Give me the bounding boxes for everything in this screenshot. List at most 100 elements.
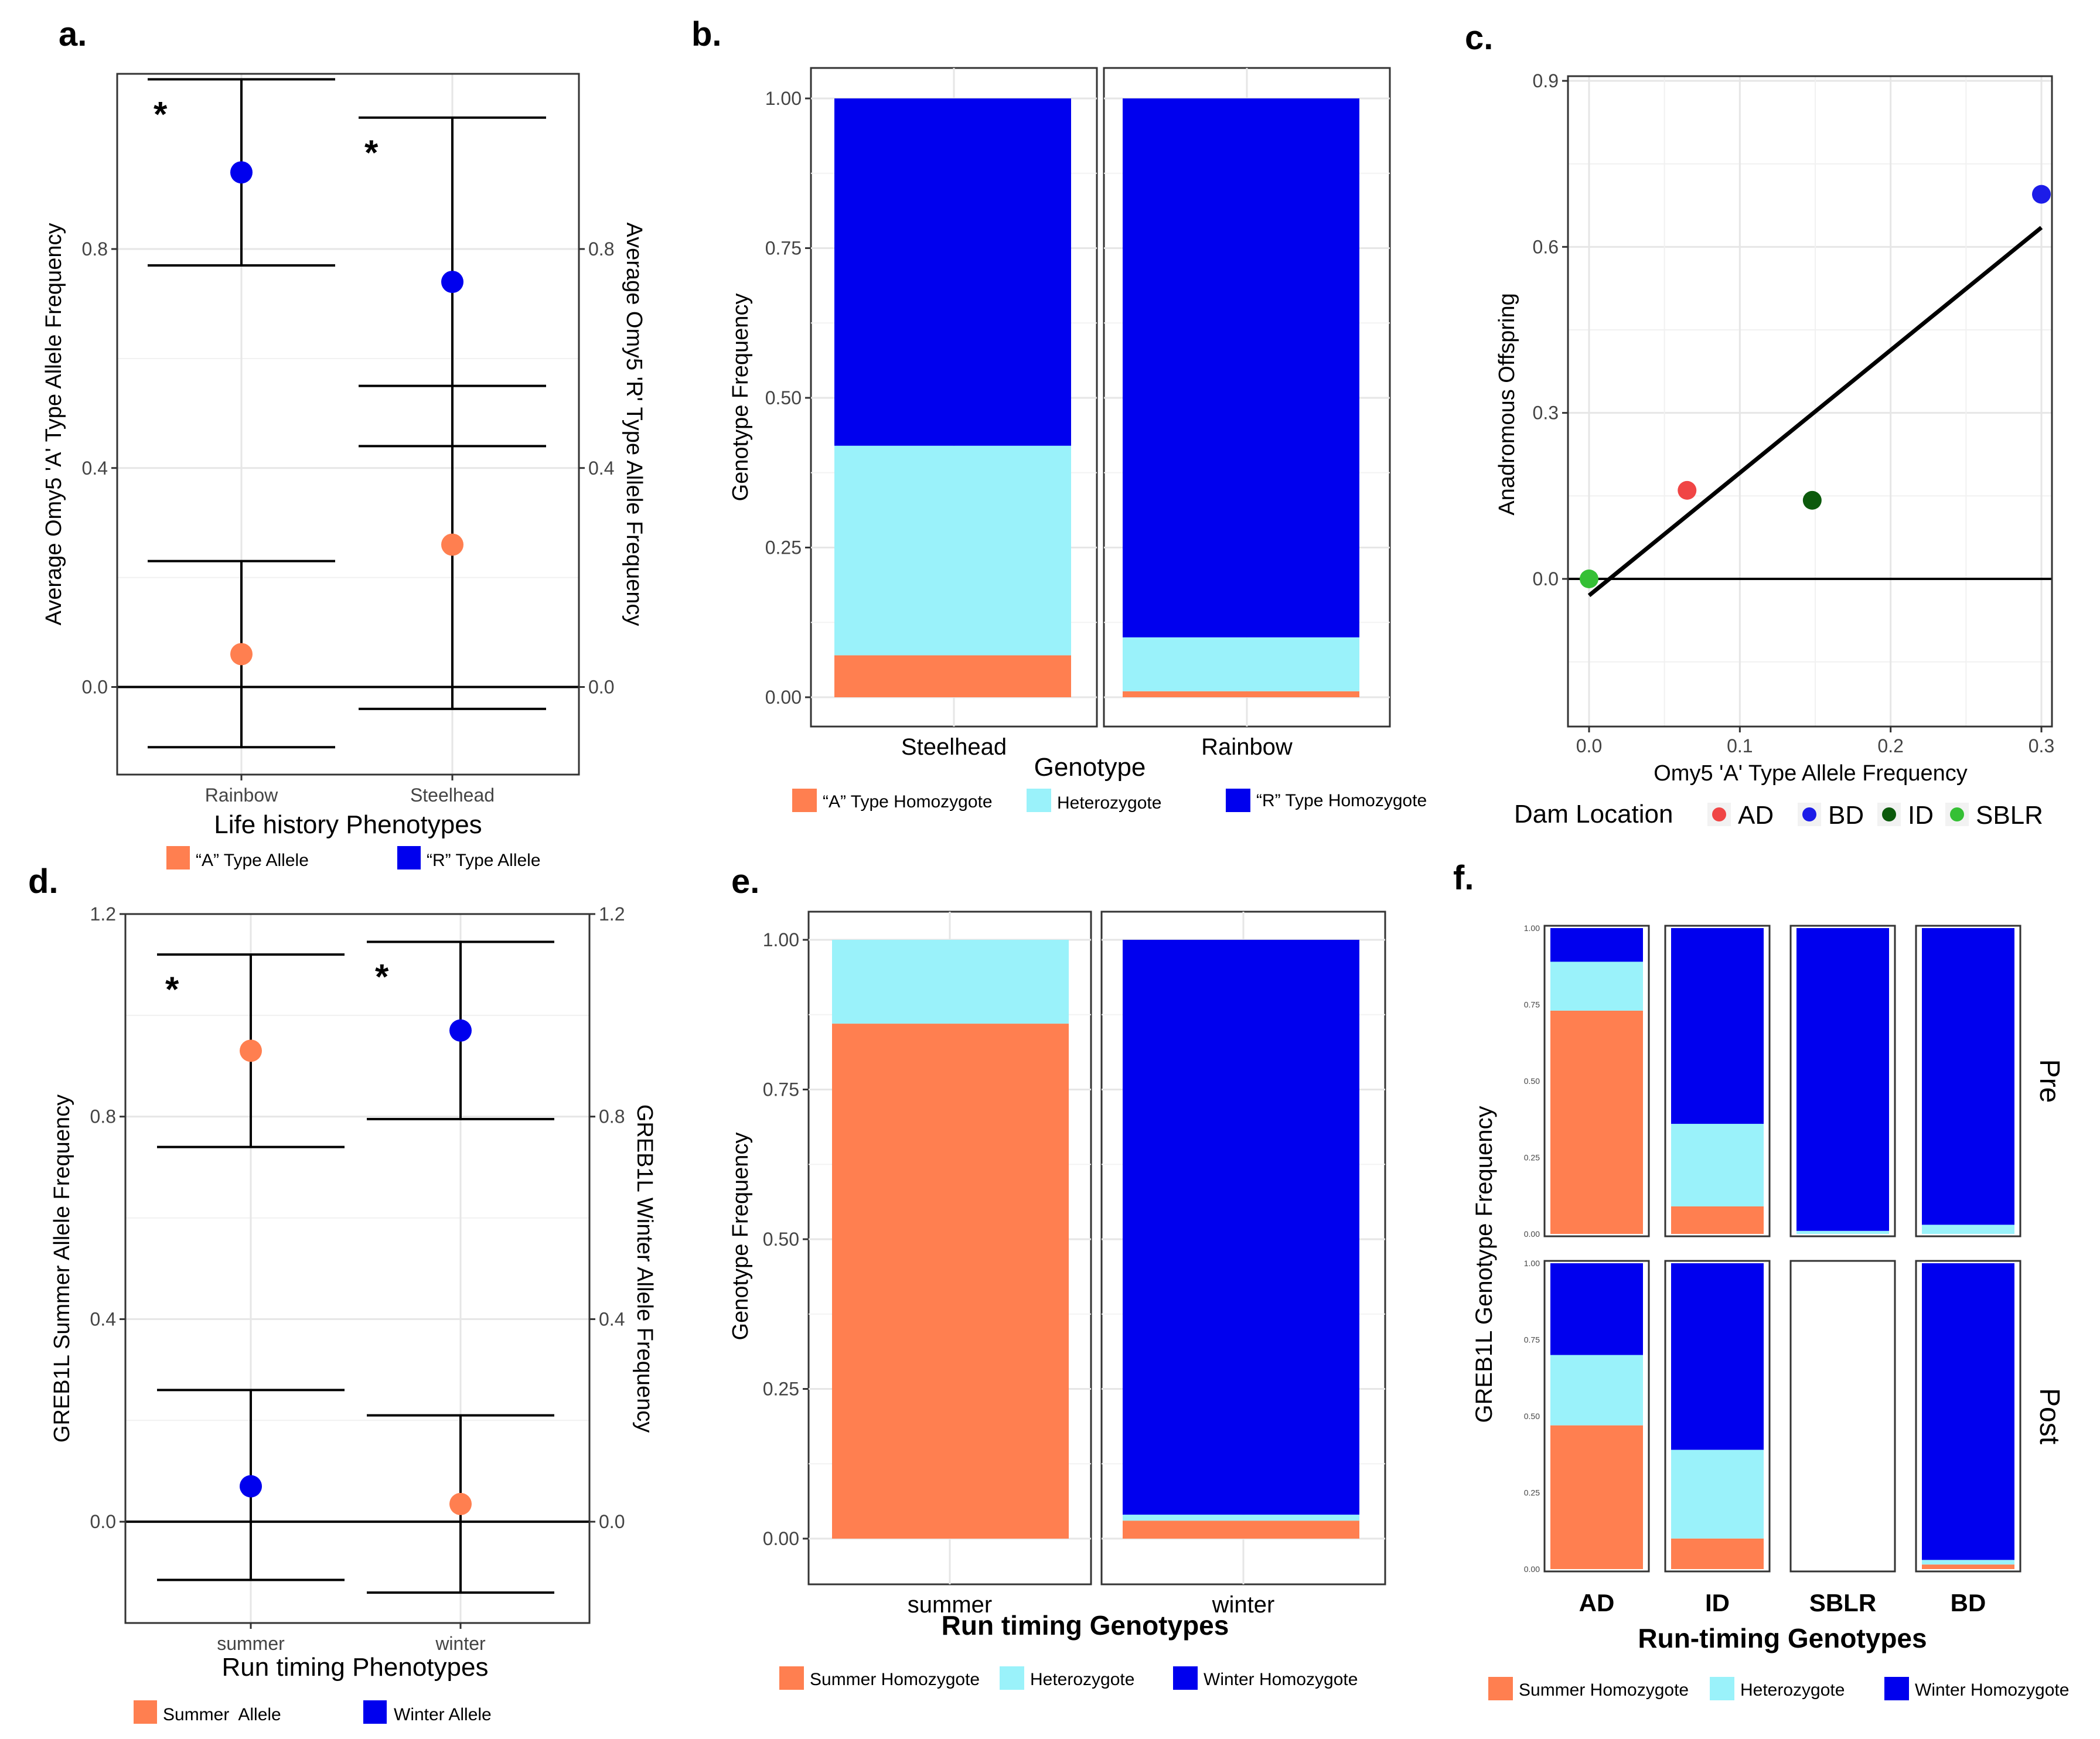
b-facet-label: Steelhead — [901, 734, 1007, 760]
f-ytick-label: 0.50 — [1524, 1076, 1540, 1086]
e-ytick-label: 0.25 — [763, 1379, 799, 1400]
legend-c-label-SBLR: SBLR — [1976, 801, 2043, 830]
a-point-atypeallele — [441, 533, 463, 556]
a-ytick-label-left: 0.4 — [82, 458, 108, 479]
f-bar-winter — [1671, 928, 1764, 1124]
panel-label-d: d. — [28, 862, 59, 901]
d-ytick-label-right: 1.2 — [599, 903, 625, 925]
d-point-winterallele — [240, 1475, 262, 1498]
panel-b-facets: Steelhead Rainbow — [810, 67, 1391, 760]
e-bar-summer-summerhomozygote — [832, 1024, 1069, 1539]
a-point-rtypeallele — [441, 271, 463, 294]
legend-b-swatch-2 — [1226, 789, 1250, 812]
c-fit-line — [1587, 226, 2043, 598]
d-point-winterallele — [449, 1019, 472, 1042]
panel-c-frame — [1567, 75, 2053, 728]
panel-d-xlabel: Run timing Phenotypes — [222, 1653, 489, 1682]
b-ytick-label: 0.25 — [765, 537, 802, 558]
b-bar-steelhead-atypehomozygote — [834, 655, 1071, 697]
f-bar-het — [1922, 1225, 2014, 1234]
f-bar-winter — [1671, 1263, 1764, 1450]
c-point-sblr — [1580, 570, 1598, 588]
f-cell-frame — [1789, 1260, 1896, 1573]
legend-a-label-R: “R” Type Allele — [427, 851, 541, 870]
legend-c-label-ID: ID — [1908, 801, 1934, 830]
f-row-label-pre: Pre — [2034, 1059, 2065, 1103]
panel-a-frame — [116, 73, 580, 776]
f-ytick-label: 1.00 — [1524, 923, 1540, 933]
panel-d-marks: * * — [125, 940, 589, 1594]
c-ytick-label: 0.0 — [1533, 568, 1559, 589]
panel-c-marks — [1568, 185, 2052, 598]
f-bar-winter — [1922, 1263, 2014, 1560]
b-ytick-label: 0.00 — [765, 687, 802, 708]
f-cell-post-ad — [1543, 1260, 1650, 1573]
d-xtick-label: winter — [435, 1633, 486, 1654]
legend-b-label-1: Heterozygote — [1057, 793, 1161, 813]
e-ytick-label: 1.00 — [763, 929, 799, 950]
panel-a-ylabel-left: Average Omy5 'A' Type Allele Frequency — [42, 223, 66, 626]
panel-label-e: e. — [731, 862, 759, 901]
panel-d-ylabel-right: GREB1L Winter Allele Frequency — [632, 1104, 657, 1433]
legend-e-label-0: Summer Homozygote — [810, 1670, 980, 1689]
f-cell-post-bd — [1915, 1260, 2021, 1573]
a-xtick-label: Rainbow — [205, 785, 278, 806]
panel-c-legend: Dam Location AD BD ID SBLR — [1514, 800, 2043, 830]
legend-f-label-2: Winter Homozygote — [1915, 1680, 2069, 1700]
f-bar-winter — [1922, 928, 2014, 1225]
legend-c-dot-BD — [1802, 807, 1816, 821]
f-bar-winter — [1550, 928, 1643, 962]
f-ytick-label: 1.00 — [1524, 1259, 1540, 1268]
f-cell-pre-bd — [1915, 925, 2021, 1237]
legend-d-swatch-summer — [134, 1700, 157, 1724]
legend-e-swatch-0 — [779, 1666, 804, 1690]
panel-e-xlabel: Run timing Genotypes — [942, 1610, 1229, 1641]
f-ytick-label: 0.25 — [1524, 1488, 1540, 1498]
f-bar-summer — [1550, 1425, 1643, 1569]
panel-a-marks: ** — [117, 78, 579, 749]
a-point-rtypeallele — [230, 161, 253, 184]
panel-c: 0.0 0.3 0.6 0.9 0.0 0.1 0.2 0.3 Anadromous Off… — [1495, 70, 2054, 830]
f-bar-het — [1550, 1355, 1643, 1426]
c-ytick-label: 0.3 — [1533, 403, 1559, 424]
panel-f: 0.00 0.25 0.50 0.75 1.00 0.00 0.25 0.50 0.75 1.00… — [1471, 923, 2069, 1700]
c-ytick-label: 0.9 — [1533, 70, 1559, 91]
legend-f-swatch-2 — [1884, 1677, 1909, 1700]
d-ytick-label-left: 0.4 — [90, 1308, 116, 1329]
panel-d-ylabel-left: GREB1L Summer Allele Frequency — [50, 1094, 74, 1443]
panel-b-yticks: 0.00 0.25 0.50 0.75 1.00 — [765, 88, 811, 708]
legend-e-label-2: Winter Homozygote — [1204, 1670, 1358, 1689]
legend-f-label-1: Heterozygote — [1740, 1680, 1845, 1700]
b-bar-steelhead-heterozygote — [834, 445, 1071, 656]
panel-e: summer winter 0.00 0.25 0.50 0.75 1.00 Genoty… — [728, 911, 1386, 1690]
f-bar-winter — [1796, 928, 1889, 1231]
panel-a-grid — [117, 74, 579, 775]
f-ytick-label: 0.75 — [1524, 1000, 1540, 1010]
panel-a-yticks: 0.0 0.0 0.4 0.4 0.8 0.8 — [82, 238, 615, 698]
panel-e-yticks: 0.00 0.25 0.50 0.75 1.00 — [763, 929, 809, 1549]
panel-b-legend: “A” Type Homozygote Heterozygote “R” Typ… — [792, 789, 1427, 813]
f-cell-pre-sblr — [1789, 925, 1896, 1237]
legend-a-label-A: “A” Type Allele — [196, 851, 309, 870]
panel-c-grid — [1568, 76, 2052, 727]
f-bar-het — [1922, 1560, 2014, 1565]
legend-e-label-1: Heterozygote — [1030, 1670, 1134, 1689]
f-bar-het — [1796, 1230, 1889, 1234]
legend-b-swatch-0 — [792, 789, 817, 812]
e-facet-summer: summer — [807, 911, 1092, 1618]
panel-label-f: f. — [1453, 859, 1474, 897]
legend-b-label-0: “A” Type Homozygote — [823, 792, 993, 811]
panel-c-xlabel: Omy5 'A' Type Allele Frequency — [1654, 761, 1968, 786]
f-ytick-label: 0.75 — [1524, 1335, 1540, 1345]
panel-e-legend: Summer Homozygote Heterozygote Winter Ho… — [779, 1666, 1358, 1690]
legend-b-swatch-1 — [1027, 789, 1051, 812]
f-bar-het — [1550, 961, 1643, 1011]
panel-f-legend: Summer Homozygote Heterozygote Winter Ho… — [1488, 1677, 2069, 1700]
c-point-id — [1802, 490, 1822, 510]
panel-a-legend: “A” Type Allele “R” Type Allele — [166, 846, 541, 870]
a-point-atypeallele — [230, 643, 253, 666]
f-cell-pre-id — [1664, 925, 1771, 1237]
panel-d-grid — [125, 913, 589, 1623]
panel-e-ylabel: Genotype Frequency — [728, 1133, 753, 1341]
